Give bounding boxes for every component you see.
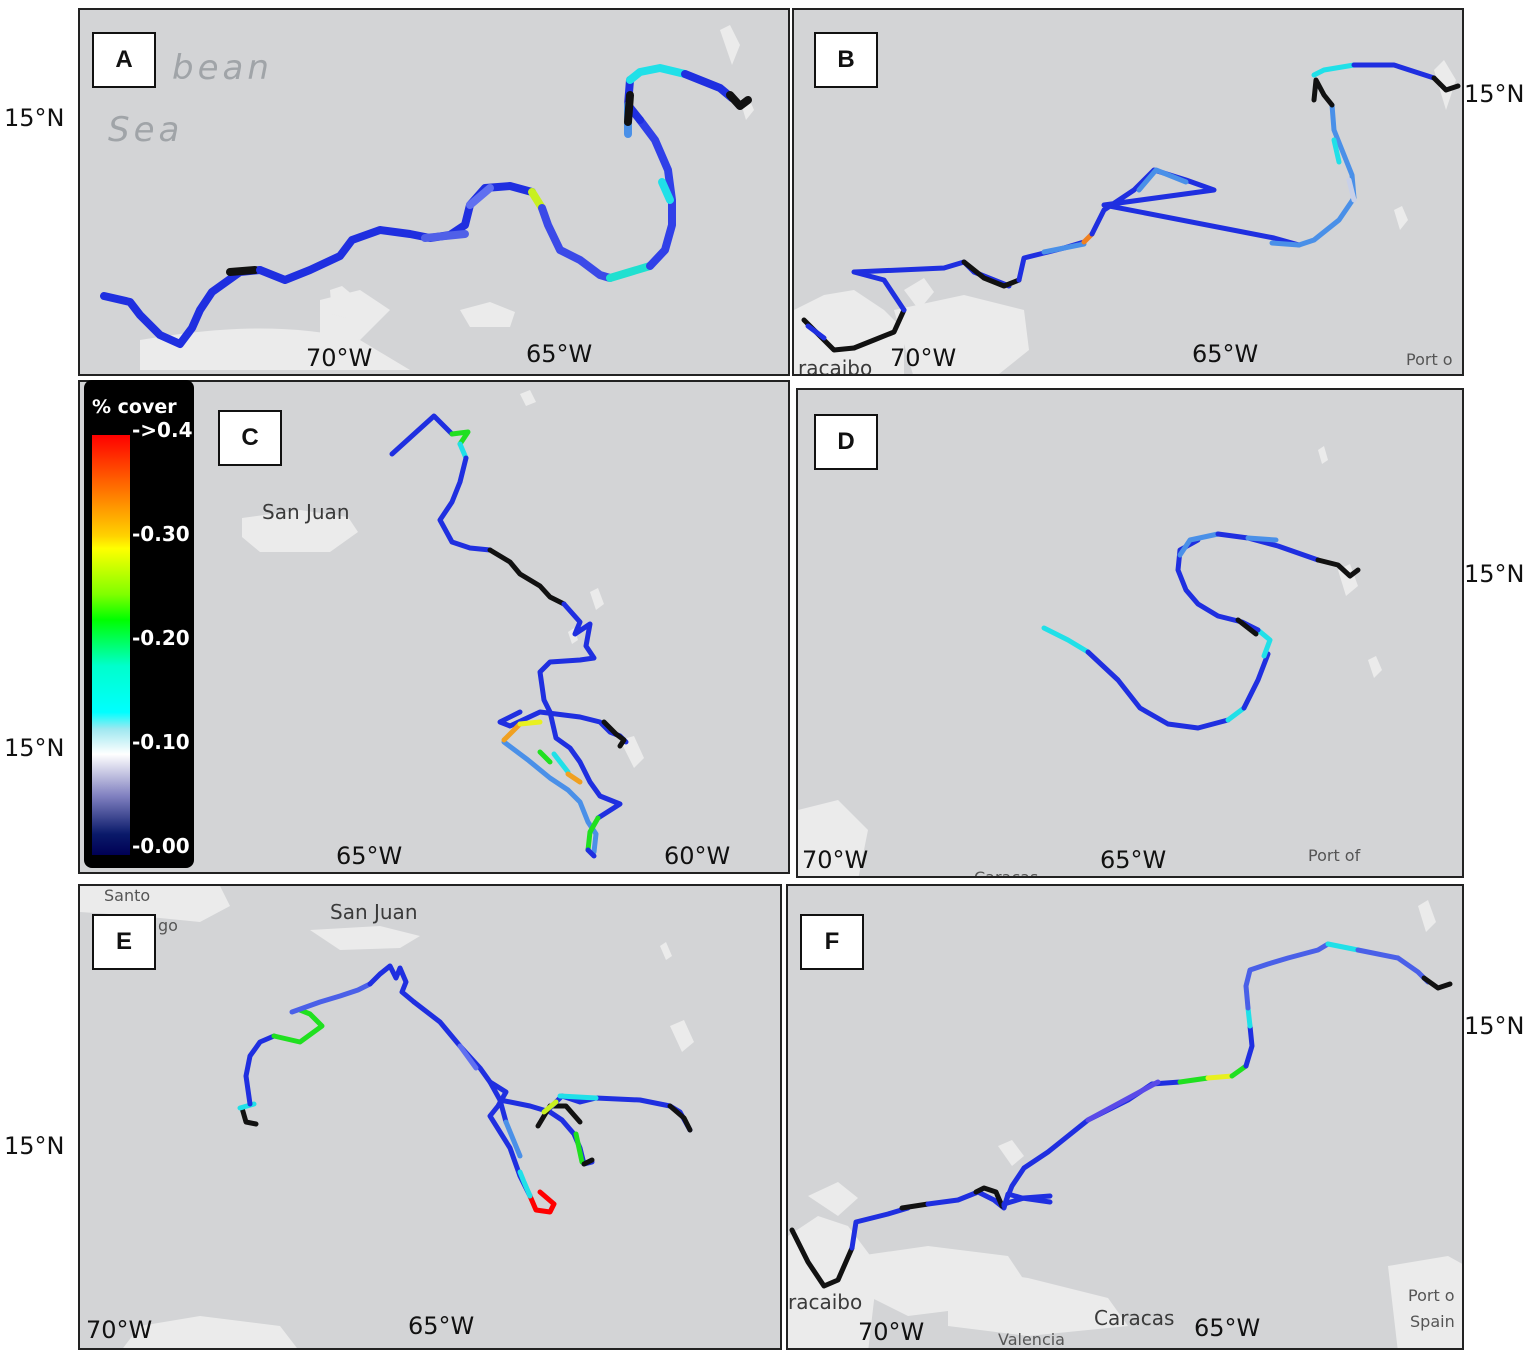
panel-label: D	[814, 414, 878, 470]
map-d	[798, 446, 1382, 876]
place-label: racaibo	[798, 356, 873, 376]
place-label: Port of	[1308, 846, 1361, 865]
lat-tick: 15°N	[1464, 80, 1525, 108]
map-a	[100, 25, 754, 370]
lon-tick: 70°W	[858, 1318, 925, 1346]
lon-tick: 65°W	[526, 340, 593, 368]
place-label: racaibo	[788, 1290, 863, 1314]
legend-tick: -0.00	[132, 834, 190, 858]
lat-tick: 15°N	[1464, 560, 1525, 588]
panel-label: E	[92, 914, 156, 970]
color-legend: % cover ->0.4 -0.30 -0.20 -0.10 -0.00	[84, 380, 194, 868]
legend-tick: -0.10	[132, 730, 190, 754]
place-label: Caracas	[1094, 1306, 1175, 1330]
panel-label: C	[218, 410, 282, 466]
place-label: Caracas	[974, 868, 1039, 878]
sea-name: bean	[172, 48, 273, 88]
lat-tick: 15°N	[4, 1132, 65, 1160]
panel-d: D Caracas Port of 70°W 65°W	[796, 388, 1464, 878]
lat-tick: 15°N	[4, 734, 65, 762]
place-label: go	[158, 916, 178, 935]
sea-name: Sea	[108, 110, 184, 150]
place-label: Port o	[1406, 350, 1453, 369]
panel-c: C San Juan 65°W 60°W	[78, 380, 790, 874]
legend-tick: -0.30	[132, 522, 190, 546]
place-label: San Juan	[330, 900, 418, 924]
lat-tick: 15°N	[1464, 1012, 1525, 1040]
lon-tick: 65°W	[1192, 340, 1259, 368]
lat-tick: 15°N	[4, 104, 65, 132]
map-f	[788, 900, 1462, 1348]
lon-tick: 70°W	[890, 344, 957, 372]
panel-label: A	[92, 32, 156, 88]
lon-tick: 60°W	[664, 842, 731, 870]
panel-label: B	[814, 32, 878, 88]
place-label: San Juan	[262, 500, 350, 524]
lon-tick: 65°W	[1194, 1314, 1261, 1342]
place-label: Spain	[1410, 1312, 1455, 1331]
map-c	[242, 390, 644, 859]
panel-e: E Santo go San Juan 70°W 65°W	[78, 884, 782, 1350]
panel-f: F racaibo Caracas Valencia Port o Spain …	[786, 884, 1464, 1350]
lon-tick: 70°W	[306, 344, 373, 372]
lon-tick: 70°W	[802, 846, 869, 874]
lon-tick: 65°W	[336, 842, 403, 870]
legend-colorbar	[92, 435, 130, 855]
map-b	[794, 60, 1461, 374]
lon-tick: 65°W	[408, 1312, 475, 1340]
place-label: Port o	[1408, 1286, 1455, 1305]
legend-tick: -0.20	[132, 626, 190, 650]
legend-title: % cover	[92, 396, 177, 418]
panel-a: A bean Sea 70°W 65°W	[78, 8, 790, 376]
lon-tick: 70°W	[86, 1316, 153, 1344]
legend-tick: ->0.4	[132, 418, 193, 442]
panel-b: B racaibo Port o 70°W 65°W	[792, 8, 1464, 376]
map-e	[80, 886, 694, 1348]
lon-tick: 65°W	[1100, 846, 1167, 874]
panel-label: F	[800, 914, 864, 970]
place-label: Valencia	[998, 1330, 1065, 1349]
place-label: Santo	[104, 886, 151, 905]
